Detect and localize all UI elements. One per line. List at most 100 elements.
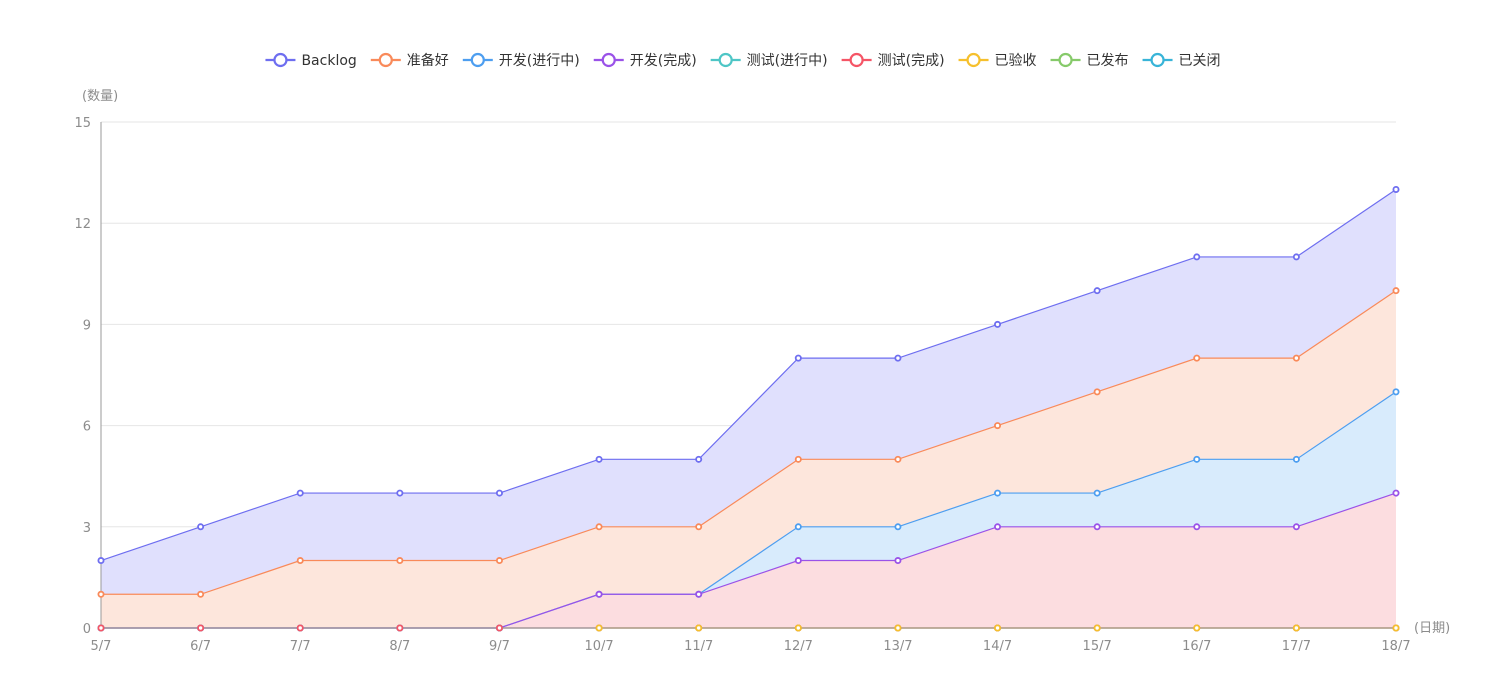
data-point[interactable] <box>994 624 1002 632</box>
data-point[interactable] <box>695 624 703 632</box>
legend-item[interactable]: 已关闭 <box>1142 52 1221 69</box>
data-point[interactable] <box>1392 489 1400 497</box>
legend-marker-icon <box>849 52 864 68</box>
data-point[interactable] <box>994 320 1002 328</box>
x-tick-label: 18/7 <box>1381 639 1410 654</box>
axes: 0 3 6 9 12 15 5/7 6/7 7/7 8/7 9/7 10/7 11/7 12/7 13/7 1… <box>74 116 1410 654</box>
data-point[interactable] <box>595 590 603 598</box>
legend-item[interactable]: Backlog <box>265 52 357 69</box>
data-point[interactable] <box>396 624 404 632</box>
data-point[interactable] <box>794 455 802 463</box>
legend-marker-icon <box>470 52 485 68</box>
data-point[interactable] <box>794 557 802 565</box>
legend-label: 已发布 <box>1087 53 1129 69</box>
data-point[interactable] <box>296 489 304 497</box>
data-point[interactable] <box>994 489 1002 497</box>
legend-marker-icon <box>273 52 288 68</box>
data-point[interactable] <box>994 422 1002 430</box>
data-point[interactable] <box>1093 388 1101 396</box>
legend-item[interactable]: 准备好 <box>370 52 449 69</box>
data-point[interactable] <box>1093 287 1101 295</box>
data-point[interactable] <box>197 523 205 531</box>
data-point[interactable] <box>296 557 304 565</box>
data-point[interactable] <box>595 624 603 632</box>
legend-item[interactable]: 测试(完成) <box>841 52 945 69</box>
legend[interactable]: Backlog 准备好 开发(进行中) 开发(完成) 测试(进行中) 测试(完成) 已验收 已… <box>265 52 1221 69</box>
legend-item[interactable]: 开发(完成) <box>593 52 697 69</box>
legend-label: 开发(完成) <box>630 53 697 69</box>
data-point[interactable] <box>994 523 1002 531</box>
data-point[interactable] <box>1292 455 1300 463</box>
data-point[interactable] <box>1193 624 1201 632</box>
data-point[interactable] <box>894 523 902 531</box>
data-point[interactable] <box>296 624 304 632</box>
x-tick-label: 13/7 <box>883 639 912 654</box>
series-line-准备好 <box>101 290 1397 595</box>
data-point[interactable] <box>495 489 503 497</box>
data-point[interactable] <box>396 489 404 497</box>
x-tick-label: 17/7 <box>1282 639 1311 654</box>
data-point[interactable] <box>1093 624 1101 632</box>
legend-label: 已关闭 <box>1179 53 1221 69</box>
data-point[interactable] <box>1193 354 1201 362</box>
data-point[interactable] <box>794 624 802 632</box>
data-point[interactable] <box>894 455 902 463</box>
x-tick-label: 6/7 <box>190 639 211 654</box>
data-point[interactable] <box>1292 354 1300 362</box>
x-axis-name: (日期) <box>1414 621 1450 636</box>
y-tick-label: 15 <box>74 116 91 131</box>
data-point[interactable] <box>894 557 902 565</box>
x-tick-label: 11/7 <box>684 639 713 654</box>
data-point[interactable] <box>695 590 703 598</box>
data-point[interactable] <box>794 523 802 531</box>
data-point[interactable] <box>97 624 105 632</box>
data-point[interactable] <box>1292 624 1300 632</box>
data-point[interactable] <box>595 523 603 531</box>
legend-marker-icon <box>718 52 733 68</box>
x-tick-label: 15/7 <box>1083 639 1112 654</box>
data-point[interactable] <box>1292 253 1300 261</box>
x-tick-label: 14/7 <box>983 639 1012 654</box>
data-point[interactable] <box>1392 388 1400 396</box>
data-point[interactable] <box>495 557 503 565</box>
y-tick-label: 3 <box>83 521 91 536</box>
y-tick-label: 0 <box>83 622 91 637</box>
data-point[interactable] <box>97 557 105 565</box>
data-point[interactable] <box>695 523 703 531</box>
data-point[interactable] <box>1093 523 1101 531</box>
legend-item[interactable]: 测试(进行中) <box>710 52 828 69</box>
data-point[interactable] <box>197 624 205 632</box>
legend-item[interactable]: 已验收 <box>958 52 1037 69</box>
y-tick-label: 9 <box>83 318 91 333</box>
data-point[interactable] <box>1193 455 1201 463</box>
data-point[interactable] <box>1093 489 1101 497</box>
legend-label: Backlog <box>301 53 356 69</box>
data-point[interactable] <box>197 590 205 598</box>
legend-marker-icon <box>1150 52 1165 68</box>
data-point[interactable] <box>1392 185 1400 193</box>
data-point[interactable] <box>1292 523 1300 531</box>
data-point[interactable] <box>1193 523 1201 531</box>
legend-item[interactable]: 开发(进行中) <box>462 52 580 69</box>
data-point[interactable] <box>794 354 802 362</box>
data-point[interactable] <box>97 590 105 598</box>
y-axis-name: (数量) <box>82 89 118 104</box>
y-tick-label: 6 <box>83 420 91 435</box>
data-point[interactable] <box>894 354 902 362</box>
data-point[interactable] <box>894 624 902 632</box>
data-point[interactable] <box>595 455 603 463</box>
data-point[interactable] <box>1392 624 1400 632</box>
data-point[interactable] <box>1193 253 1201 261</box>
x-tick-label: 12/7 <box>784 639 813 654</box>
legend-label: 开发(进行中) <box>499 53 580 69</box>
data-point[interactable] <box>1392 287 1400 295</box>
data-points <box>97 185 1400 632</box>
legend-item[interactable]: 已发布 <box>1050 52 1129 69</box>
data-point[interactable] <box>695 455 703 463</box>
x-tick-label: 10/7 <box>584 639 613 654</box>
data-point[interactable] <box>396 557 404 565</box>
data-point[interactable] <box>495 624 503 632</box>
legend-marker-icon <box>1058 52 1073 68</box>
y-tick-label: 12 <box>74 217 91 232</box>
